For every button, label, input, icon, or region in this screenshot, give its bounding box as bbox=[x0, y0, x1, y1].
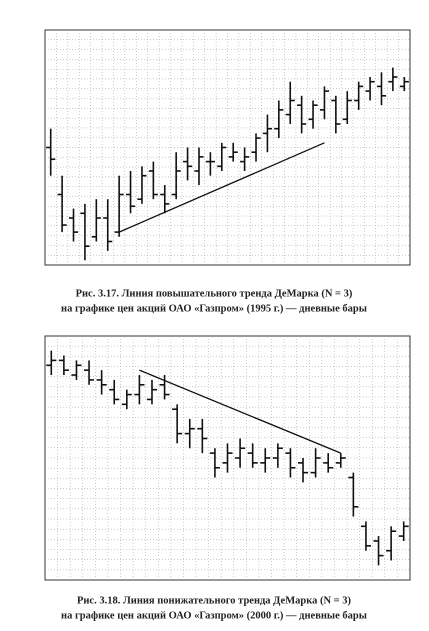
caption-title: Рис. 3.18. Линия понижательного тренда Д… bbox=[77, 595, 352, 606]
caption-title: Рис. 3.17. Линия повышательного тренда Д… bbox=[76, 288, 353, 299]
trend-line bbox=[139, 369, 342, 454]
caption-subtitle: на графике цен акций ОАО «Газпром» (1995… bbox=[61, 303, 367, 314]
caption-subtitle: на графике цен акций ОАО «Газпром» (2000… bbox=[61, 610, 367, 621]
trend-line bbox=[118, 142, 325, 233]
